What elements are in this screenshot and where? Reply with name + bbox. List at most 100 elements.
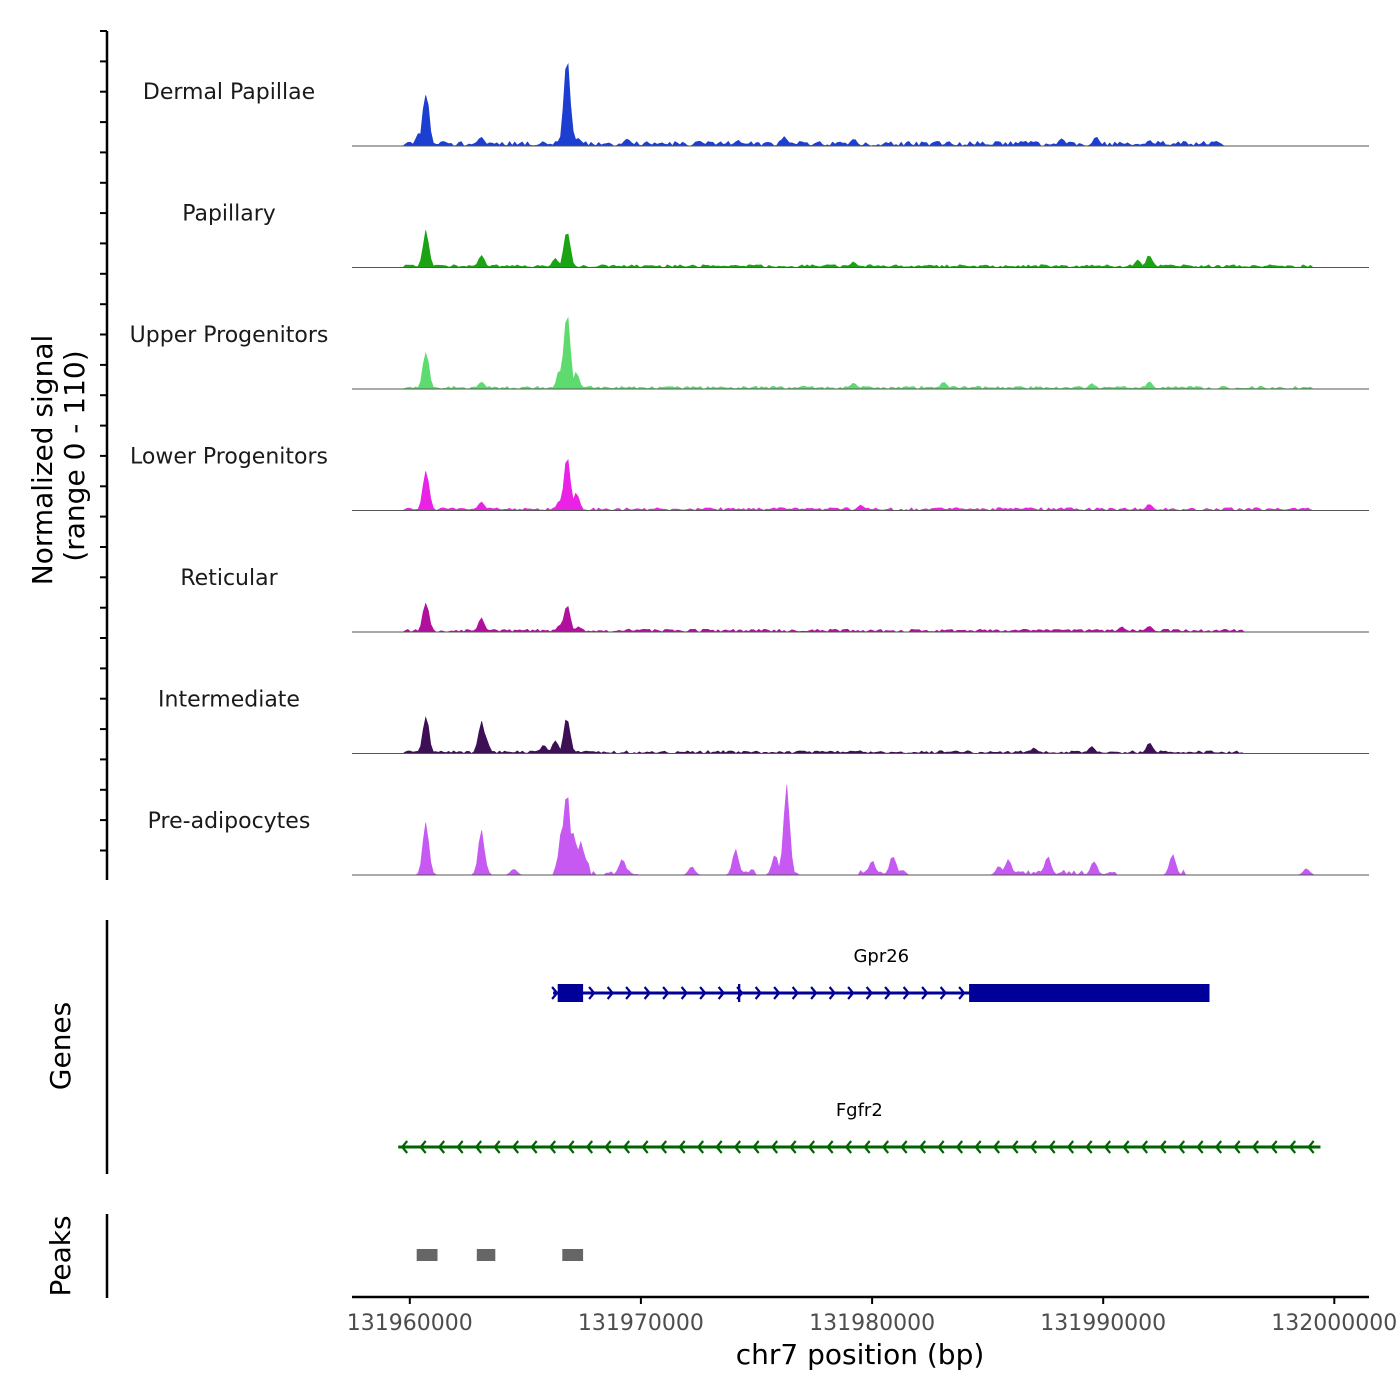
- x-tick-label: 131960000: [347, 1311, 473, 1336]
- gene-strand-arrow: [1233, 1140, 1241, 1154]
- gene-strand-arrow: [828, 986, 837, 1000]
- gene-strand-arrow: [1048, 1140, 1056, 1154]
- gene-strand-arrow: [884, 986, 892, 1000]
- gene-strand-arrow: [1103, 1140, 1112, 1154]
- track-label-intermediate: Intermediate: [158, 688, 300, 713]
- gene-strand-arrow: [974, 1140, 982, 1154]
- coverage-y-ticks: [100, 30, 107, 852]
- x-tick-label: 131970000: [578, 1311, 704, 1336]
- gene-strand-arrow: [680, 986, 689, 1000]
- track-signal-pre-adipocytes: [352, 784, 1369, 876]
- gene-strand-arrow: [548, 1140, 557, 1154]
- gene-strand-arrow: [733, 1140, 742, 1154]
- gene-strand-arrow: [773, 986, 781, 1000]
- track-upper-progenitors: Upper Progenitors: [130, 316, 1369, 390]
- gene-strand-arrow: [437, 1140, 446, 1154]
- gene-strand-arrow: [551, 986, 559, 1000]
- gene-exon: [738, 984, 741, 1002]
- gene-strand-arrow: [844, 1140, 853, 1154]
- track-papillary: Papillary: [182, 202, 1369, 268]
- gene-strand-arrow: [1288, 1140, 1297, 1154]
- gene-strand-arrow: [937, 1140, 945, 1154]
- gene-strand-arrow: [678, 1140, 686, 1154]
- genes-panel-title: Genes: [44, 1002, 77, 1090]
- gene-strand-arrow: [939, 986, 948, 1000]
- track-label-upper-progenitors: Upper Progenitors: [130, 323, 329, 348]
- peak-region: [476, 1249, 496, 1261]
- gene-strand-arrow: [881, 1140, 890, 1154]
- gene-strand-arrow: [752, 1140, 760, 1154]
- x-axis-title: chr7 position (bp): [736, 1338, 985, 1371]
- y-axis-title-line2: (range 0 - 110): [58, 350, 91, 561]
- track-signal-papillary: [352, 230, 1369, 268]
- gene-strand-arrow: [1122, 1140, 1130, 1154]
- track-dermal-papillae: Dermal Papillae: [143, 62, 1369, 147]
- gene-strand-arrow: [900, 1140, 908, 1154]
- gene-strand-arrow: [791, 986, 800, 1000]
- gene-strand-arrow: [1196, 1140, 1204, 1154]
- gene-strand-arrow: [826, 1140, 834, 1154]
- gene-name-fgfr2: Fgfr2: [836, 1100, 883, 1121]
- y-axis-title-line1: Normalized signal: [26, 335, 59, 586]
- track-lower-progenitors: Lower Progenitors: [130, 445, 1369, 511]
- gene-strand-arrow: [1140, 1140, 1149, 1154]
- gene-strand-arrow: [530, 1140, 538, 1154]
- gene-exon: [557, 984, 584, 1002]
- gene-strand-arrow: [696, 1140, 705, 1154]
- gene-strand-arrow: [588, 986, 596, 1000]
- peaks-panel-title: Peaks: [44, 1215, 77, 1296]
- x-tick-label: 132000000: [1271, 1311, 1397, 1336]
- gene-strand-arrow: [1270, 1140, 1278, 1154]
- gene-strand-arrow: [699, 986, 707, 1000]
- gene-strand-arrow: [400, 1140, 409, 1154]
- gene-strand-arrow: [717, 986, 726, 1000]
- gene-strand-arrow: [1307, 1140, 1315, 1154]
- gene-strand-arrow: [863, 1140, 871, 1154]
- gene-strand-arrow: [958, 986, 966, 1000]
- gene-strand-arrow: [955, 1140, 964, 1154]
- gene-strand-arrow: [1085, 1140, 1093, 1154]
- gene-gpr26: Gpr26: [551, 946, 1210, 1002]
- track-signal-lower-progenitors: [352, 459, 1369, 511]
- track-label-reticular: Reticular: [180, 566, 278, 591]
- track-label-lower-progenitors: Lower Progenitors: [130, 445, 328, 470]
- gene-strand-arrow: [419, 1140, 427, 1154]
- track-intermediate: Intermediate: [158, 688, 1369, 754]
- gene-strand-arrow: [511, 1140, 520, 1154]
- gene-strand-arrow: [567, 1140, 575, 1154]
- gene-strand-arrow: [865, 986, 874, 1000]
- gene-strand-arrow: [715, 1140, 723, 1154]
- gene-strand-arrow: [1029, 1140, 1038, 1154]
- track-signal-dermal-papillae: [352, 62, 1369, 147]
- gene-strand-arrow: [1251, 1140, 1260, 1154]
- gene-strand-arrow: [456, 1140, 464, 1154]
- gene-name-gpr26: Gpr26: [853, 946, 909, 967]
- coverage-tracks: Dermal Papillae Papillary Upper Progenitor…: [130, 62, 1369, 876]
- gene-strand-arrow: [992, 1140, 1001, 1154]
- gene-strand-arrow: [659, 1140, 668, 1154]
- gene-strand-arrow: [754, 986, 763, 1000]
- peak-region: [416, 1249, 438, 1261]
- gene-strand-arrow: [918, 1140, 927, 1154]
- gene-strand-arrow: [625, 986, 633, 1000]
- gene-strand-arrow: [606, 986, 615, 1000]
- gene-strand-arrow: [902, 986, 911, 1000]
- gene-fgfr2: Fgfr2: [398, 1100, 1321, 1154]
- track-label-pre-adipocytes: Pre-adipocytes: [148, 809, 311, 834]
- track-pre-adipocytes: Pre-adipocytes: [148, 784, 1369, 876]
- peak-region: [562, 1249, 584, 1261]
- gene-strand-arrow: [1011, 1140, 1019, 1154]
- gene-strand-arrow: [585, 1140, 594, 1154]
- x-axis-ticks: 131960000 131970000 131980000 131990000 1320…: [347, 1297, 1397, 1336]
- gene-strand-arrow: [493, 1140, 501, 1154]
- gene-exon: [969, 984, 1210, 1002]
- track-signal-upper-progenitors: [352, 316, 1369, 390]
- gene-strand-arrow: [474, 1140, 483, 1154]
- gene-strand-arrow: [810, 986, 818, 1000]
- gene-strand-arrow: [1177, 1140, 1186, 1154]
- track-reticular: Reticular: [180, 566, 1369, 633]
- gene-strand-arrow: [622, 1140, 631, 1154]
- gene-strand-arrow: [1066, 1140, 1075, 1154]
- gene-strand-arrow: [641, 1140, 649, 1154]
